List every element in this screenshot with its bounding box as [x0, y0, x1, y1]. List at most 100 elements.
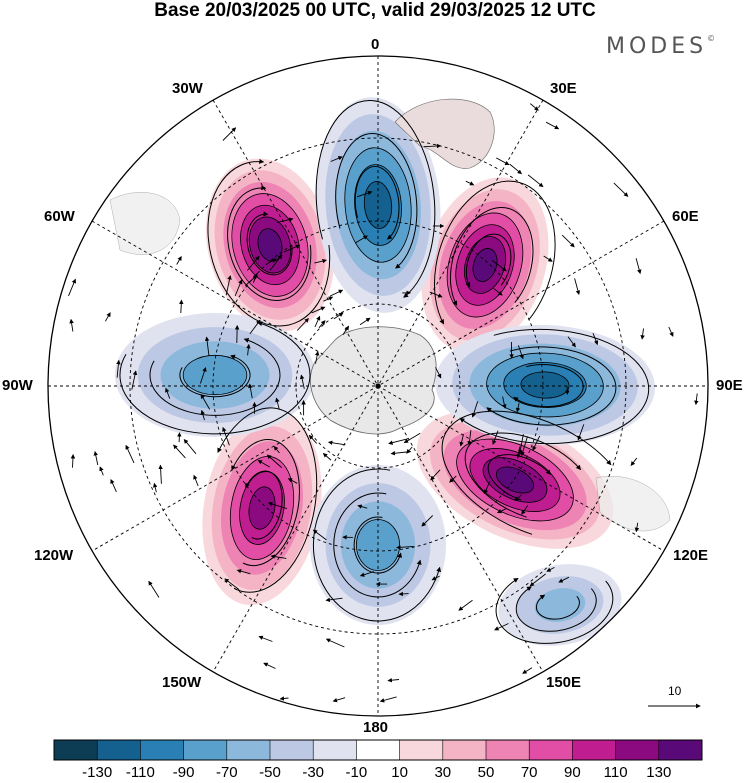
- colorbar-tick-label: -10: [345, 764, 368, 781]
- wind-arrow: [396, 545, 414, 550]
- wind-arrow: [517, 345, 524, 360]
- wind-arrow: [491, 260, 507, 272]
- wind-arrow: [70, 453, 76, 468]
- wind-arrow: [200, 393, 211, 410]
- streamline: [333, 492, 422, 598]
- streamline: [217, 407, 318, 593]
- wind-arrow: [68, 278, 77, 297]
- streamline: [353, 516, 403, 574]
- wind-arrow: [520, 436, 528, 457]
- anomaly-east-atlantic: [421, 177, 549, 353]
- wind-arrow: [252, 272, 258, 283]
- map-boundary: [47, 55, 709, 717]
- wind-arrow: [459, 434, 464, 447]
- streamline: [315, 100, 436, 298]
- wind-arrow: [635, 258, 642, 275]
- colorbar-swatch: [226, 740, 271, 760]
- wind-arrow: [359, 317, 371, 326]
- streamline: [207, 158, 331, 327]
- colorbar-swatch: [97, 740, 141, 760]
- wind-arrow: [148, 580, 160, 598]
- colorbar-swatch: [442, 740, 487, 760]
- wind-arrow: [222, 127, 237, 141]
- streamline: [245, 470, 283, 540]
- wind-arrow: [125, 444, 135, 464]
- page-title: Base 20/03/2025 00 UTC, valid 29/03/2025…: [154, 0, 596, 21]
- colorbar-tick-label: 70: [520, 764, 538, 781]
- colorbar-swatch: [399, 740, 444, 760]
- wind-arrow: [543, 255, 553, 262]
- wind-arrow: [515, 403, 521, 413]
- lon-label-120w: 120W: [34, 547, 74, 564]
- colorbar-tick-label: 50: [477, 764, 495, 781]
- colorbar-tick-label: 90: [564, 764, 581, 781]
- wind-arrow: [236, 569, 251, 575]
- colorbar-swatch: [54, 740, 98, 760]
- wind-arrow: [176, 255, 182, 265]
- wind-arrow: [458, 599, 473, 611]
- wind-arrow: [158, 464, 163, 484]
- streamline: [149, 337, 281, 416]
- colorbar-swatch: [183, 740, 228, 760]
- lon-label-30e: 30E: [550, 80, 577, 97]
- colorbar-swatch: [270, 740, 314, 760]
- colorbar-tick-label: -50: [259, 764, 281, 781]
- colorbar-tick-label: -90: [172, 764, 195, 781]
- streamline: [335, 133, 418, 269]
- wind-arrow: [430, 469, 441, 481]
- brand-logo: MODES©: [606, 34, 716, 59]
- lon-label-60w: 60W: [44, 208, 75, 225]
- wind-arrow: [183, 439, 197, 455]
- wind-arrow: [521, 505, 529, 515]
- streamline: [515, 586, 597, 632]
- colorbar: [53, 739, 703, 761]
- colorbar-swatch: [572, 740, 617, 760]
- wind-arrow: [312, 529, 327, 541]
- colorbar-tick-label: -130: [82, 764, 113, 781]
- wind-arrow: [449, 475, 457, 483]
- wind-arrow: [465, 180, 475, 186]
- wind-arrow: [532, 435, 541, 451]
- wind-arrow: [273, 445, 280, 454]
- wind-arrow: [314, 315, 321, 328]
- wind-arrow: [484, 481, 491, 495]
- wind-arrow: [529, 573, 546, 587]
- wind-arrow: [314, 258, 327, 264]
- wind-arrow: [325, 638, 345, 648]
- wind-arrow: [224, 578, 240, 590]
- wind-arrow: [668, 326, 674, 337]
- wind-arrow: [502, 396, 507, 409]
- wind-arrow: [322, 453, 332, 461]
- colorbar-tick-label: 30: [434, 764, 452, 781]
- lon-label-150e: 150E: [546, 674, 582, 691]
- wind-arrow: [193, 474, 199, 487]
- wind-arrow: [497, 507, 508, 514]
- wind-arrow: [165, 387, 171, 399]
- anomaly-tasman: [498, 564, 622, 646]
- colorbar-tick-label: 110: [603, 764, 628, 781]
- colorbar-swatch: [356, 740, 401, 760]
- wind-arrow: [509, 163, 522, 175]
- colorbar-swatch: [140, 740, 185, 760]
- wind-arrow: [249, 319, 261, 335]
- colorbar-frame: [53, 739, 703, 761]
- wind-arrow: [522, 667, 533, 674]
- wind-arrow: [356, 190, 373, 198]
- wind-arrow: [494, 623, 509, 631]
- wind-arrow: [518, 434, 524, 455]
- streamline: [119, 321, 311, 435]
- wind-arrow: [325, 597, 343, 603]
- wind-arrow: [311, 306, 326, 314]
- wind-arrow: [467, 430, 472, 446]
- wind-arrow: [263, 662, 276, 669]
- wind-arrow: [275, 397, 280, 410]
- streamline: [246, 211, 293, 276]
- colorbar-tick-label: 130: [646, 764, 672, 781]
- wind-arrow: [493, 287, 503, 296]
- lon-label-120e: 120E: [673, 547, 709, 564]
- wind-arrow: [471, 401, 479, 418]
- wind-arrow: [131, 370, 138, 390]
- wind-arrow: [577, 424, 585, 441]
- streamline: [449, 207, 534, 306]
- wind-arrow: [330, 156, 343, 162]
